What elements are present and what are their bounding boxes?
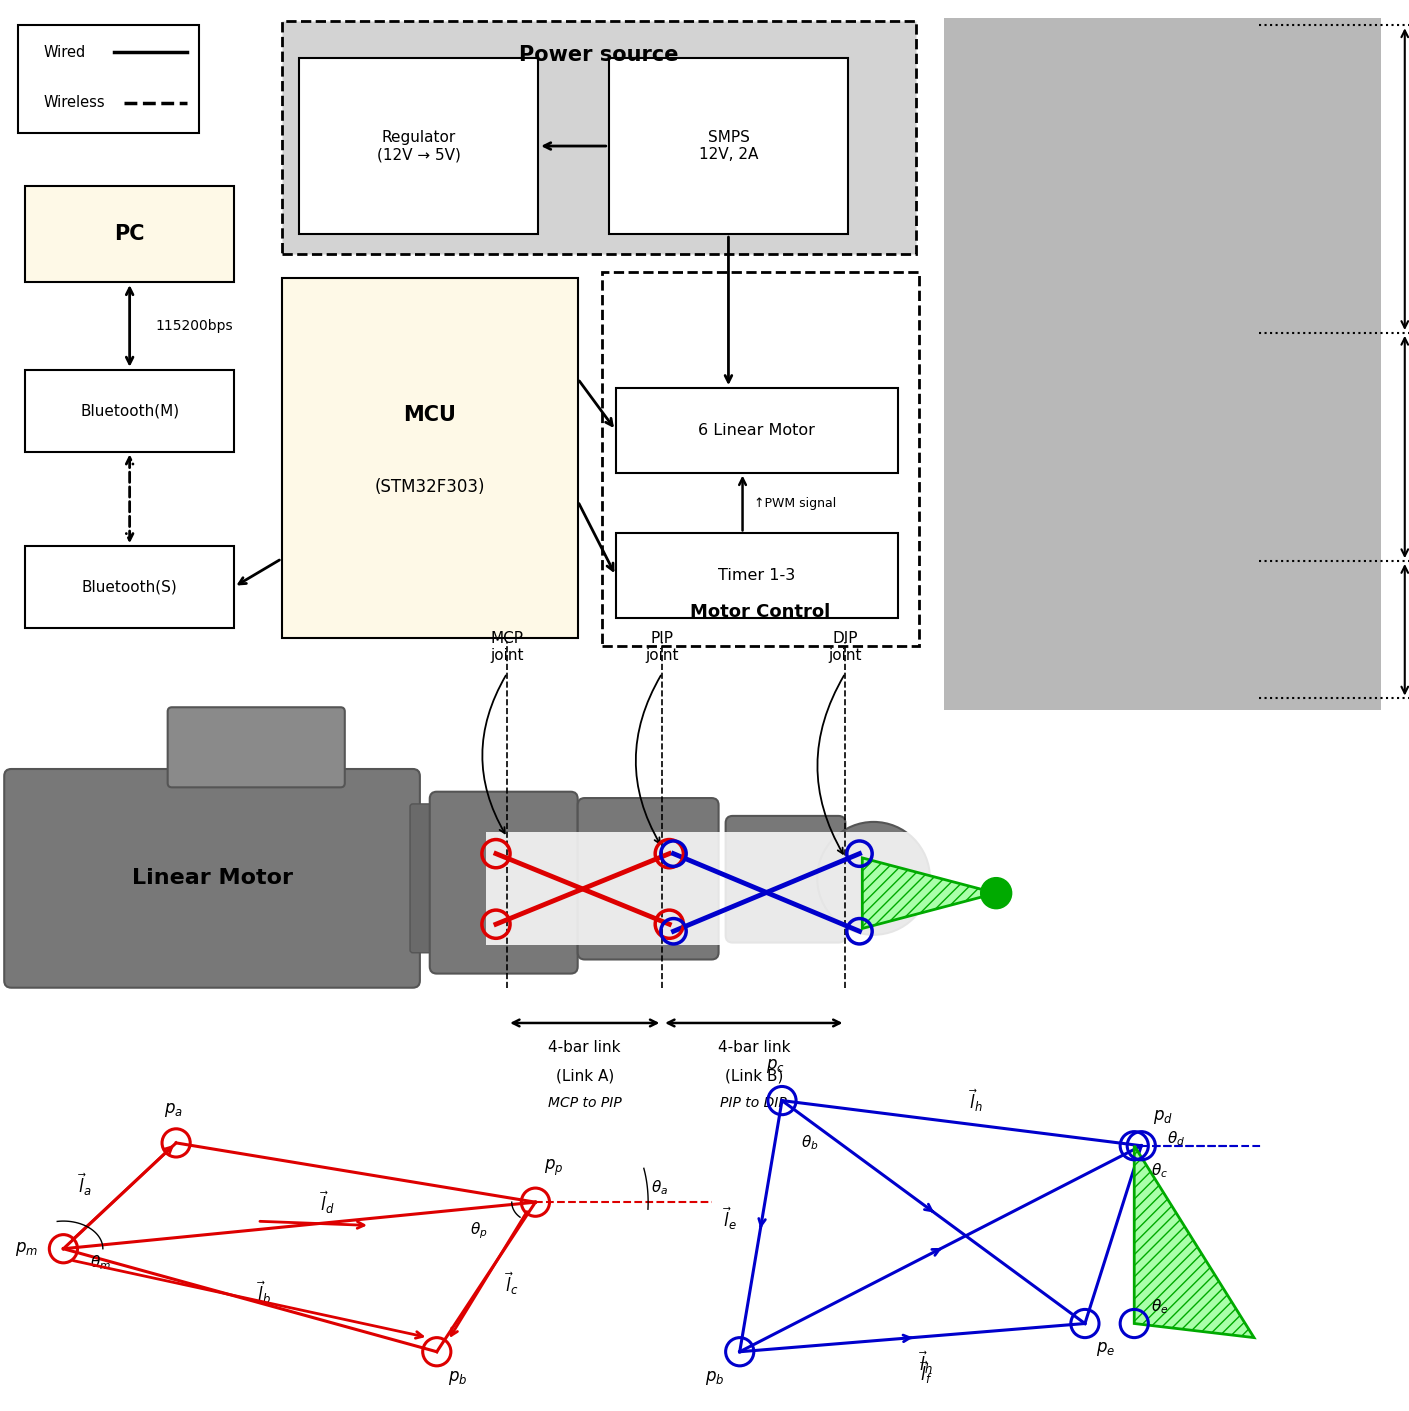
- Text: $p_a$: $p_a$: [163, 1101, 183, 1119]
- FancyBboxPatch shape: [4, 769, 420, 988]
- Text: $\vec{l}_c$: $\vec{l}_c$: [504, 1271, 519, 1297]
- Text: Bluetooth(S): Bluetooth(S): [82, 580, 178, 594]
- Text: Linear Motor: Linear Motor: [131, 868, 293, 889]
- FancyBboxPatch shape: [944, 18, 1381, 710]
- Text: Timer 1-3: Timer 1-3: [719, 569, 795, 583]
- Text: Regulator
(12V → 5V): Regulator (12V → 5V): [376, 130, 461, 162]
- Text: $p_d$: $p_d$: [1153, 1108, 1172, 1126]
- Text: (Link A): (Link A): [555, 1068, 614, 1084]
- FancyBboxPatch shape: [25, 370, 234, 452]
- Text: $\vec{l}_b$: $\vec{l}_b$: [256, 1280, 272, 1307]
- FancyBboxPatch shape: [616, 388, 898, 473]
- Polygon shape: [1134, 1146, 1254, 1338]
- FancyBboxPatch shape: [609, 58, 848, 234]
- Text: Power source: Power source: [519, 45, 679, 65]
- Text: $\theta_m$: $\theta_m$: [90, 1253, 110, 1273]
- Text: $\theta_p$: $\theta_p$: [471, 1221, 488, 1240]
- Text: $\vec{l}_h$: $\vec{l}_h$: [968, 1088, 983, 1113]
- Text: $\theta_c$: $\theta_c$: [1151, 1161, 1168, 1181]
- Circle shape: [981, 878, 1012, 909]
- Text: DIP
joint: DIP joint: [828, 631, 862, 663]
- Text: 4-bar link: 4-bar link: [548, 1040, 621, 1055]
- Text: $p_e$: $p_e$: [1096, 1340, 1116, 1359]
- Text: PC: PC: [114, 224, 145, 244]
- Text: $\theta_e$: $\theta_e$: [1151, 1297, 1168, 1316]
- Text: Wireless: Wireless: [44, 95, 106, 110]
- FancyBboxPatch shape: [410, 804, 458, 952]
- Text: 4-bar link: 4-bar link: [717, 1040, 790, 1055]
- Text: $p_c$: $p_c$: [765, 1057, 785, 1075]
- Text: $p_b$: $p_b$: [448, 1369, 468, 1387]
- Text: (STM32F303): (STM32F303): [375, 478, 485, 495]
- FancyBboxPatch shape: [168, 707, 345, 787]
- FancyBboxPatch shape: [726, 816, 845, 943]
- Text: PIP
joint: PIP joint: [645, 631, 679, 663]
- Text: Motor Control: Motor Control: [690, 602, 830, 621]
- Circle shape: [817, 821, 930, 934]
- Text: $p_p$: $p_p$: [544, 1158, 564, 1178]
- FancyBboxPatch shape: [486, 832, 965, 945]
- FancyBboxPatch shape: [578, 799, 719, 959]
- Text: $\vec{l}_d$: $\vec{l}_d$: [320, 1189, 335, 1216]
- Text: $\vec{l}_f$: $\vec{l}_f$: [920, 1360, 933, 1386]
- Text: Wired: Wired: [44, 45, 86, 59]
- FancyBboxPatch shape: [616, 533, 898, 618]
- FancyBboxPatch shape: [299, 58, 538, 234]
- Polygon shape: [862, 858, 996, 928]
- Text: 115200bps: 115200bps: [155, 319, 232, 333]
- Text: $p_m$: $p_m$: [15, 1240, 38, 1257]
- Text: $\vec{l}_e$: $\vec{l}_e$: [723, 1206, 737, 1232]
- Text: MCP to PIP: MCP to PIP: [548, 1096, 621, 1110]
- Text: (Link B): (Link B): [724, 1068, 783, 1084]
- Text: Bluetooth(M): Bluetooth(M): [80, 404, 179, 418]
- FancyBboxPatch shape: [25, 546, 234, 628]
- Text: $\theta_a$: $\theta_a$: [651, 1178, 668, 1198]
- FancyBboxPatch shape: [602, 272, 919, 646]
- Text: $\theta_b$: $\theta_b$: [802, 1133, 819, 1153]
- Text: MCP
joint: MCP joint: [490, 631, 524, 663]
- Text: $\vec{l}_a$: $\vec{l}_a$: [77, 1171, 92, 1198]
- Text: PIP to DIP: PIP to DIP: [720, 1096, 788, 1110]
- FancyBboxPatch shape: [430, 792, 578, 974]
- Text: SMPS
12V, 2A: SMPS 12V, 2A: [699, 130, 758, 162]
- Text: ↑PWM signal: ↑PWM signal: [754, 497, 836, 509]
- Text: $\theta_d$: $\theta_d$: [1168, 1129, 1185, 1149]
- Text: MCU: MCU: [403, 405, 457, 425]
- Text: $p_b$: $p_b$: [704, 1369, 724, 1387]
- FancyBboxPatch shape: [18, 25, 199, 133]
- FancyBboxPatch shape: [282, 278, 578, 638]
- Text: $\vec{l}_h$: $\vec{l}_h$: [919, 1350, 934, 1376]
- Text: 6 Linear Motor: 6 Linear Motor: [699, 423, 814, 437]
- FancyBboxPatch shape: [282, 21, 916, 254]
- FancyBboxPatch shape: [25, 186, 234, 282]
